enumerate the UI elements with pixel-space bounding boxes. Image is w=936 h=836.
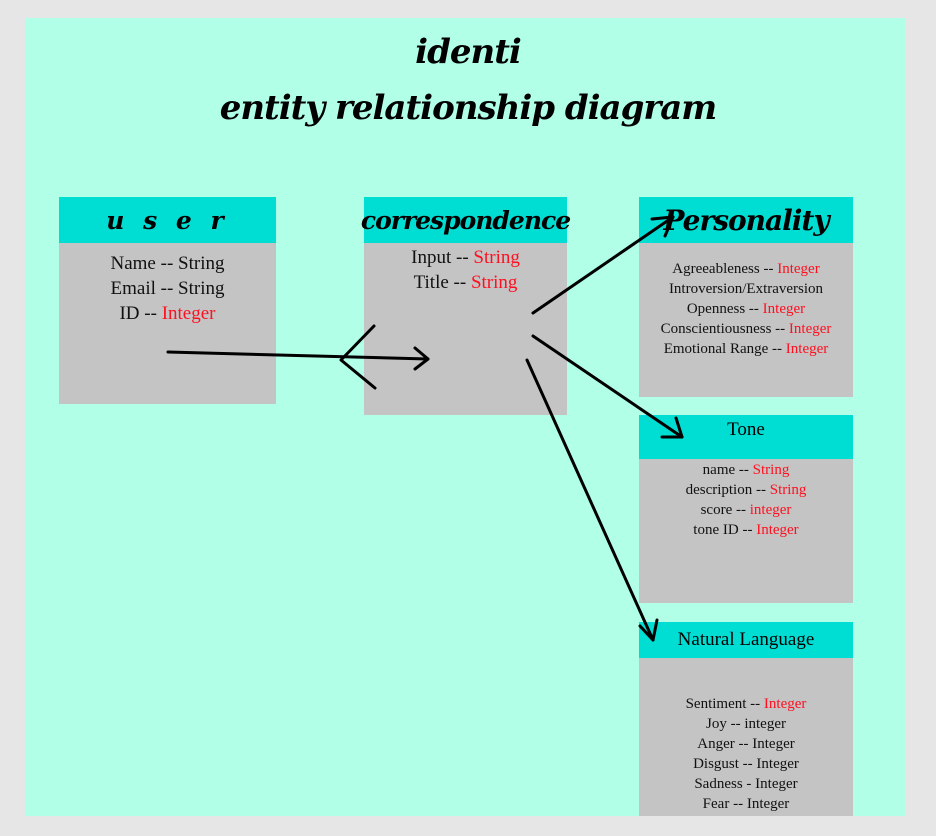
entity-user: u s e r Name -- String Email -- String ID … xyxy=(59,197,276,404)
attribute-row: ID -- Integer xyxy=(59,301,276,326)
attribute-separator: -- xyxy=(768,341,786,357)
entity-personality-header: Personality xyxy=(639,197,853,243)
attribute-row: description -- String xyxy=(639,480,853,500)
attribute-field: Conscientiousness xyxy=(660,321,772,337)
attribute-row: score -- integer xyxy=(639,500,853,520)
attribute-separator: -- xyxy=(746,696,764,712)
attribute-row: Fear -- Integer xyxy=(639,794,853,814)
attribute-field: Disgust xyxy=(693,756,739,772)
attribute-separator: - xyxy=(742,776,756,792)
entity-natural-language: Natural Language Sentiment -- Integer Joy… xyxy=(639,622,853,816)
attribute-separator: -- xyxy=(451,247,474,268)
attribute-field: Fear xyxy=(702,796,730,812)
attribute-field: Introversion/Extraversion xyxy=(668,281,824,297)
attribute-row: Email -- String xyxy=(59,276,276,301)
attribute-row: Disgust -- Integer xyxy=(639,754,853,774)
attribute-field: Title xyxy=(413,272,449,293)
attribute-type: integer xyxy=(749,502,792,518)
attribute-type: Integer xyxy=(752,736,795,752)
attribute-separator: -- xyxy=(729,796,747,812)
attribute-field: description xyxy=(685,482,753,498)
attribute-field: Sadness xyxy=(694,776,743,792)
attribute-row: Emotional Range -- Integer xyxy=(639,339,853,359)
attribute-field: Joy xyxy=(706,716,727,732)
attribute-type: String xyxy=(178,253,225,274)
attribute-separator: -- xyxy=(735,462,753,478)
attribute-separator: -- xyxy=(155,278,179,299)
attribute-type: Integer xyxy=(763,696,807,712)
entity-user-header: u s e r xyxy=(59,197,276,243)
attribute-type: Integer xyxy=(785,341,829,357)
attribute-row: Introversion/Extraversion xyxy=(639,279,853,299)
attribute-separator: -- xyxy=(155,253,179,274)
attribute-field: tone ID xyxy=(693,522,739,538)
attribute-separator: -- xyxy=(734,736,753,752)
attribute-row: name -- String xyxy=(639,460,853,480)
attribute-field: name xyxy=(702,462,736,478)
attribute-field: Email xyxy=(110,278,156,299)
attribute-type: String xyxy=(473,247,520,268)
attribute-row: Sadness - Integer xyxy=(639,774,853,794)
attribute-type: String xyxy=(752,462,790,478)
attribute-row: Sentiment -- Integer xyxy=(639,694,853,714)
attribute-row: Name -- String xyxy=(59,251,276,276)
attribute-row: Agreeableness -- Integer xyxy=(639,259,853,279)
attribute-type: String xyxy=(470,272,518,293)
attribute-separator: -- xyxy=(738,522,757,538)
attribute-list: Agreeableness -- Integer Introversion/Ext… xyxy=(639,243,853,359)
attribute-field: Sentiment xyxy=(685,696,747,712)
attribute-type: integer xyxy=(744,716,786,732)
entity-correspondence: correspondence Input -- String Title -- S… xyxy=(361,197,571,415)
entity-personality: Personality Agreeableness -- Integer Intr… xyxy=(639,197,853,397)
attribute-field: score xyxy=(700,502,733,518)
attribute-type: String xyxy=(769,482,807,498)
attribute-separator: -- xyxy=(448,272,471,293)
attribute-separator: -- xyxy=(139,303,162,324)
attribute-separator: -- xyxy=(738,756,757,772)
attribute-separator: -- xyxy=(752,482,770,498)
attribute-separator: -- xyxy=(771,321,789,337)
attribute-type: Integer xyxy=(755,776,798,792)
attribute-type: Integer xyxy=(777,261,820,277)
entity-tone-header: Tone xyxy=(639,415,853,459)
attribute-type: Integer xyxy=(756,756,799,772)
entity-correspondence-header: correspondence xyxy=(361,197,571,243)
attribute-separator: -- xyxy=(726,716,745,732)
attribute-row: Conscientiousness -- Integer xyxy=(639,319,853,339)
attribute-row: Input -- String xyxy=(364,245,567,270)
attribute-field: Name xyxy=(110,253,156,274)
attribute-type: String xyxy=(178,278,225,299)
attribute-row: tone ID -- Integer xyxy=(639,520,853,540)
attribute-field: Input xyxy=(411,247,452,268)
attribute-list: Sentiment -- Integer Joy -- integer Anger … xyxy=(639,658,853,814)
attribute-field: Anger xyxy=(697,736,735,752)
attribute-separator: -- xyxy=(732,502,750,518)
diagram-title: identi xyxy=(415,32,522,72)
attribute-type: Integer xyxy=(161,303,216,324)
entity-tone: Tone name -- String description -- String… xyxy=(639,415,853,603)
attribute-type: Integer xyxy=(746,796,790,812)
attribute-list: Input -- String Title -- String xyxy=(364,243,567,295)
attribute-type: Integer xyxy=(762,301,806,317)
attribute-row: Anger -- Integer xyxy=(639,734,853,754)
attribute-separator: -- xyxy=(759,261,778,277)
attribute-list: Name -- String Email -- String ID -- Integ… xyxy=(59,243,276,326)
entity-natural-language-header: Natural Language xyxy=(639,622,853,658)
attribute-row: Joy -- integer xyxy=(639,714,853,734)
attribute-field: Agreeableness xyxy=(672,261,760,277)
attribute-row: Title -- String xyxy=(364,270,567,295)
attribute-field: ID xyxy=(119,303,140,324)
attribute-row: Openness -- Integer xyxy=(639,299,853,319)
diagram-subtitle: entity relationship diagram xyxy=(219,88,718,128)
attribute-field: Emotional Range xyxy=(663,341,769,357)
attribute-type: Integer xyxy=(756,522,799,538)
attribute-field: Openness xyxy=(686,301,746,317)
attribute-separator: -- xyxy=(745,301,763,317)
attribute-list: name -- String description -- String score… xyxy=(639,459,853,540)
attribute-type: Integer xyxy=(788,321,832,337)
